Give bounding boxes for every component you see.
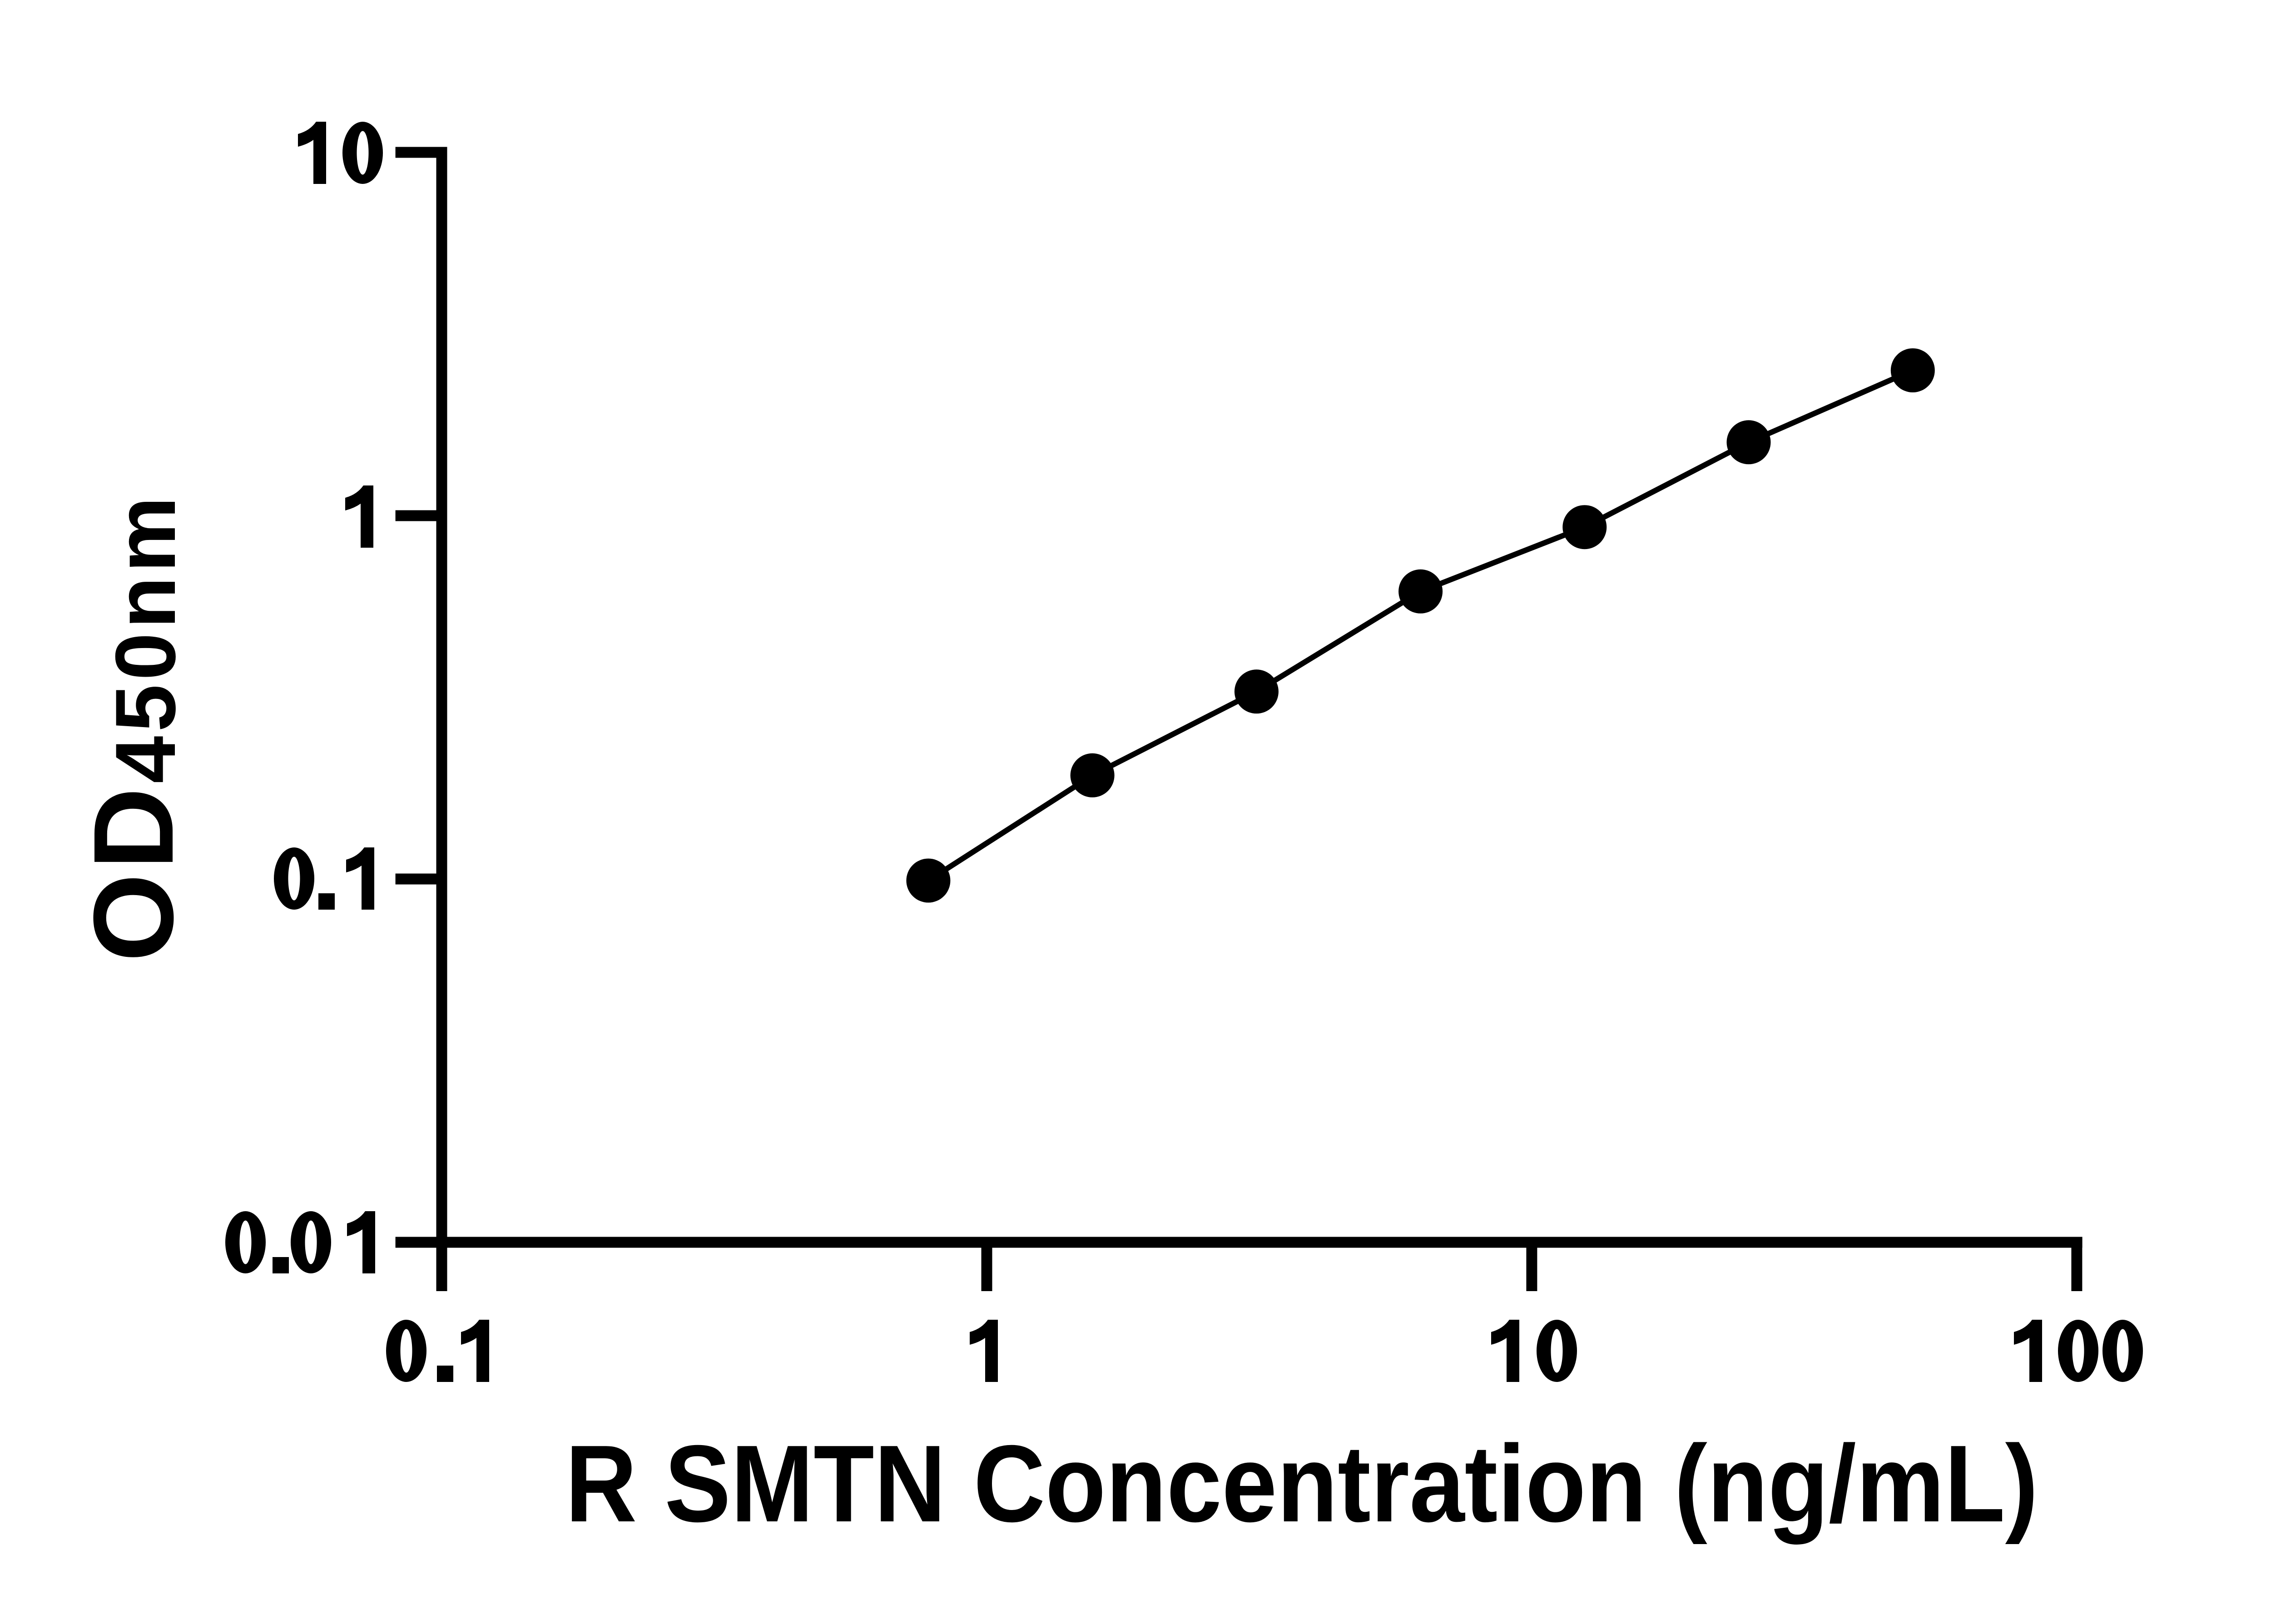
svg-text:OD450nm: OD450nm	[70, 492, 197, 962]
svg-text:R SMTN Concentration (ng/mL): R SMTN Concentration (ng/mL)	[565, 1423, 2038, 1545]
